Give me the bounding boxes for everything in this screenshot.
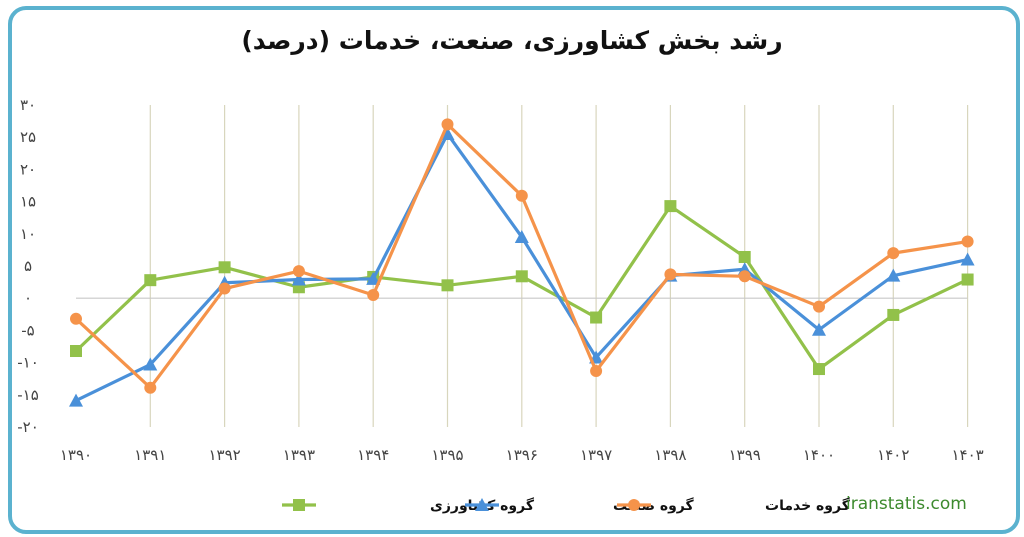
y-tick-label: -۲۰ [17,418,39,436]
data-point-0-5 [441,279,454,292]
data-point-0-9 [738,250,751,263]
data-point-2-7 [590,364,603,377]
x-tick-label: ۱۳۹۶ [506,446,538,464]
x-tick-label: ۱۴۰۲ [877,446,909,464]
legend-marker-2 [628,499,640,511]
y-tick-label: ۲۵ [20,128,36,146]
chart-title: رشد بخش کشاورزی، صنعت، خدمات (درصد) [241,26,783,55]
data-point-2-0 [70,312,82,325]
x-tick-label: ۱۳۹۴ [357,446,389,464]
data-point-0-7 [590,311,603,324]
y-tick-label: ۲۰ [20,160,36,178]
data-point-1-11 [886,268,901,282]
x-tick-label: ۱۴۰۳ [951,446,983,464]
x-tick-label: ۱۴۰۰ [803,446,835,464]
legend-item-2: گروه خدمات [617,497,851,514]
x-tick-label: ۱۳۹۷ [580,446,612,464]
chart-frame [8,6,1020,534]
data-point-1-1 [143,357,158,371]
x-tick-label: ۱۳۹۵ [431,446,463,464]
y-tick-label: ۰ [24,289,32,307]
data-point-2-5 [441,118,454,131]
watermark: iranstatis.com [846,494,967,514]
data-point-2-9 [738,270,751,283]
y-tick-label: ۱۵ [20,193,36,211]
y-tick-label: -۵ [21,321,34,339]
data-point-2-3 [292,265,305,278]
data-point-1-4 [366,271,381,285]
data-point-0-6 [515,270,528,283]
data-point-2-1 [144,381,157,394]
data-point-1-3 [291,272,306,286]
y-tick-label: -۱۵ [17,386,39,404]
x-tick-label: ۱۳۹۲ [208,446,240,464]
series-layer [69,118,975,407]
x-tick-label: ۱۳۹۳ [283,446,315,464]
series-2 [70,118,974,394]
data-point-0-0 [70,345,82,358]
data-point-1-5 [440,126,455,140]
data-point-1-12 [960,252,975,266]
data-point-1-10 [812,322,826,336]
x-axis-ticks: ۱۳۹۰ ۱۳۹۱ ۱۳۹۲ ۱۳۹۳ ۱۳۹۴ ۱۳۹۵ ۱۳۹۶ ۱۳۹۷ ۱۳۹۸ ۱۳۹۹… [60,446,984,464]
data-point-0-10 [813,363,825,376]
legend-marker-1 [475,498,489,511]
data-point-2-6 [515,189,528,202]
x-tick-label: ۱۳۹۹ [729,446,761,464]
data-point-1-0 [69,393,83,407]
legend-label-2: گروه خدمات [765,497,851,514]
data-point-0-12 [961,273,974,286]
y-axis-ticks: ۳۰ ۲۵ ۲۰ ۱۵ ۱۰ ۵ ۰ -۵ -۱۰ -۱۵ -۲۰ [17,96,39,436]
data-point-2-11 [887,247,900,260]
data-point-1-6 [514,230,529,244]
data-point-2-10 [813,300,825,313]
data-point-0-11 [887,308,900,321]
y-tick-label: -۱۰ [17,354,39,372]
y-tick-label: ۵ [24,257,32,275]
legend-marker-0 [293,499,305,511]
grid-lines [149,105,969,427]
y-tick-label: ۳۰ [20,96,36,114]
data-point-2-4 [367,288,380,301]
x-tick-label: ۱۳۹۰ [60,446,92,464]
data-point-2-2 [218,282,231,295]
x-tick-label: ۱۳۹۱ [134,446,166,464]
data-point-0-2 [218,261,231,274]
data-point-0-1 [144,274,157,287]
y-tick-label: ۱۰ [20,225,36,243]
legend: گروه کشاورزی گروه صنعت گروه خدمات [282,497,851,514]
data-point-2-12 [961,235,974,248]
data-point-0-8 [664,200,677,213]
data-point-2-8 [664,268,677,281]
x-tick-label: ۱۳۹۸ [654,446,686,464]
